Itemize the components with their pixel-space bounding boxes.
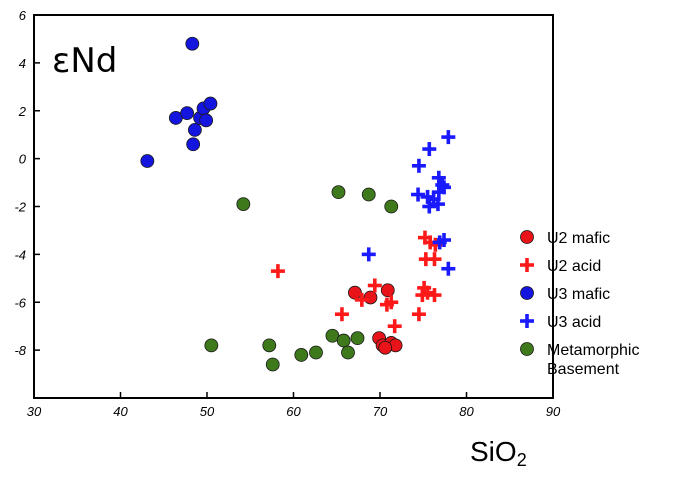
legend-label: Metamorphic — [547, 342, 639, 359]
y-tick-label: -8 — [14, 343, 26, 358]
legend-label: U2 acid — [547, 258, 601, 275]
data-point — [384, 199, 399, 214]
data-point — [334, 307, 349, 322]
legend-item-u3-mafic: U3 mafic — [520, 286, 610, 303]
x-axis-label: SiO2 — [470, 436, 527, 470]
data-point — [378, 340, 393, 355]
legend-item-u3-acid: U3 acid — [520, 314, 601, 331]
legend: U2 mafic U2 acid U3 mafic U3 acid Metamorphi… — [520, 230, 639, 378]
legend-label: U3 acid — [547, 314, 601, 331]
data-point — [430, 197, 445, 212]
data-point — [341, 345, 355, 360]
data-point — [203, 96, 218, 111]
data-point — [187, 122, 202, 137]
data-point — [384, 295, 399, 310]
axes: 30 40 50 60 70 80 90 6 4 2 0 -2 -4 -6 -8 — [14, 8, 561, 419]
legend-marker — [520, 342, 534, 356]
x-axis-label-subscript: 2 — [517, 450, 527, 470]
x-tick-label: 70 — [373, 404, 388, 419]
data-point — [427, 252, 442, 267]
data-point — [387, 319, 402, 334]
data-point — [336, 333, 351, 348]
data-point — [236, 197, 251, 212]
y-tick-label: -4 — [14, 247, 26, 262]
data-point — [185, 36, 200, 51]
data-point — [437, 233, 452, 248]
x-tick-label: 80 — [459, 404, 474, 419]
series-u3-acid — [361, 130, 456, 276]
data-point — [411, 187, 426, 202]
data-point — [309, 345, 323, 360]
data-point — [441, 261, 456, 276]
data-point — [186, 137, 201, 152]
data-point — [204, 338, 219, 353]
legend-marker — [520, 258, 534, 272]
series-metamorphic-basement — [204, 185, 399, 372]
data-point — [441, 130, 456, 145]
data-point — [361, 187, 376, 202]
data-point — [331, 185, 346, 200]
x-tick-label: 40 — [113, 404, 128, 419]
legend-marker — [520, 230, 534, 244]
data-point — [354, 292, 369, 307]
series-u2-acid — [270, 230, 443, 334]
x-axis-label-main: SiO — [470, 436, 517, 467]
y-tick-label: 4 — [19, 56, 26, 71]
y-tick-label: -6 — [14, 295, 26, 310]
data-point — [367, 278, 382, 293]
data-point — [427, 288, 442, 303]
data-point — [199, 113, 214, 128]
y-tick-label: 6 — [19, 8, 27, 23]
legend-item-u2-acid: U2 acid — [520, 258, 601, 275]
legend-marker — [520, 286, 534, 300]
data-point — [265, 357, 280, 372]
data-point — [380, 283, 395, 298]
series-u3-mafic — [140, 36, 218, 168]
x-tick-label: 60 — [286, 404, 301, 419]
x-tick-label: 90 — [546, 404, 561, 419]
data-point — [411, 307, 426, 322]
data-point — [180, 106, 195, 121]
data-point — [420, 285, 435, 300]
data-point — [411, 158, 426, 173]
data-points — [140, 36, 456, 372]
legend-label: Basement — [547, 361, 620, 378]
y-axis-label: εNd — [52, 41, 117, 81]
data-point — [294, 348, 309, 362]
data-point — [422, 142, 437, 157]
data-point — [350, 331, 365, 346]
x-tick-label: 50 — [200, 404, 215, 419]
x-tick-label: 30 — [27, 404, 42, 419]
legend-item-metamorphic-basement: Metamorphic Basement — [520, 342, 639, 378]
legend-marker — [520, 314, 534, 328]
data-point — [431, 170, 446, 185]
data-point — [262, 338, 277, 353]
data-point — [270, 264, 285, 279]
data-point — [437, 180, 452, 195]
legend-item-u2-mafic: U2 mafic — [520, 230, 610, 247]
data-point — [422, 199, 437, 214]
legend-label: U2 mafic — [547, 230, 610, 247]
data-point — [361, 247, 376, 262]
y-tick-label: -2 — [14, 200, 26, 215]
legend-label: U3 mafic — [547, 286, 610, 303]
data-point — [140, 154, 155, 168]
data-point — [348, 285, 362, 300]
y-tick-label: 0 — [19, 152, 27, 167]
y-tick-label: 2 — [18, 104, 27, 119]
data-point — [363, 290, 378, 305]
